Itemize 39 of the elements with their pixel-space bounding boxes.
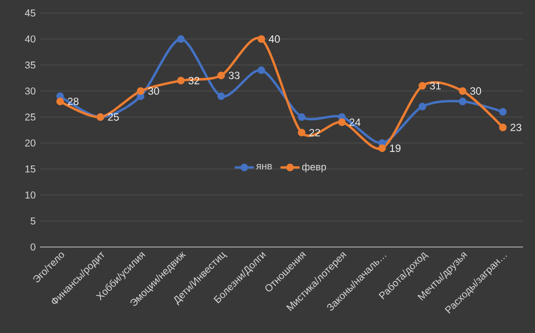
point — [177, 35, 185, 43]
y-tick-label: 45 — [24, 10, 36, 16]
point — [136, 87, 144, 95]
y-tick-label: 15 — [25, 166, 36, 172]
y-tick-label: 40 — [24, 35, 36, 43]
point — [338, 118, 346, 126]
point — [56, 98, 64, 106]
point — [258, 35, 266, 43]
point — [458, 87, 466, 95]
legend-label: янв — [256, 164, 272, 170]
data-label: 23 — [510, 124, 522, 132]
y-tick-label: 0 — [30, 243, 36, 251]
y-tick-label: 30 — [25, 87, 36, 95]
data-label: 28 — [68, 98, 79, 106]
legend-label: февр — [302, 163, 326, 172]
point — [177, 76, 185, 84]
point — [418, 82, 426, 90]
data-label: 30 — [470, 87, 482, 95]
data-label: 33 — [228, 72, 240, 80]
point — [378, 144, 386, 152]
data-label: 30 — [148, 87, 160, 95]
y-tick-label: 25 — [25, 113, 36, 121]
data-label: 31 — [430, 82, 441, 90]
y-tick-label: 35 — [25, 61, 36, 69]
data-label: 40 — [268, 35, 280, 43]
data-label: 25 — [108, 113, 119, 121]
point — [298, 113, 306, 121]
point — [458, 98, 466, 106]
y-tick-label: 10 — [25, 191, 36, 199]
point — [217, 92, 225, 100]
data-label: 19 — [390, 144, 400, 152]
point — [258, 66, 266, 74]
point — [499, 124, 507, 132]
point — [499, 108, 507, 116]
point — [418, 102, 426, 110]
y-tick-label: 20 — [25, 139, 36, 147]
y-tick-label: 5 — [30, 218, 36, 224]
point — [298, 128, 306, 136]
point — [217, 72, 225, 80]
